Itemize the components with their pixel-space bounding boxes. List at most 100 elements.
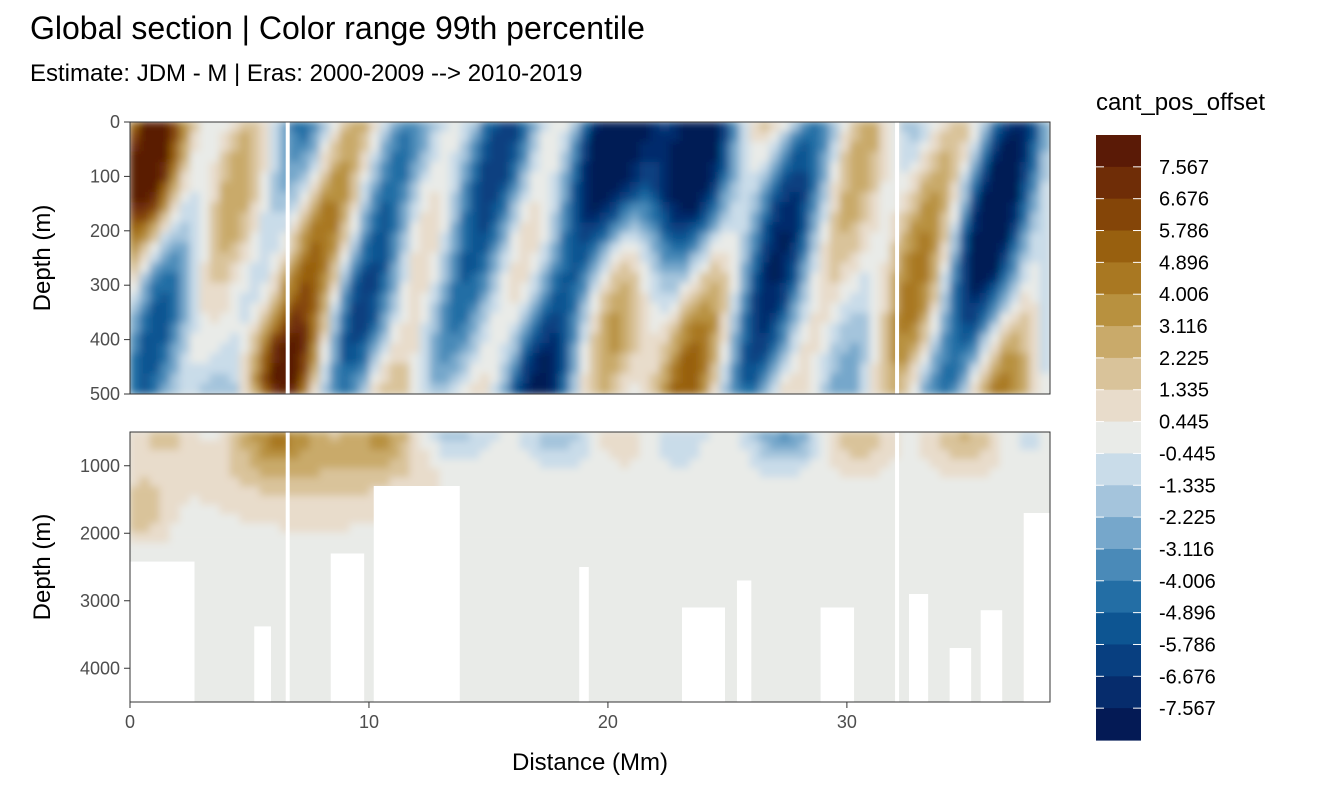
field-cell: [989, 131, 1001, 143]
field-cell: [489, 495, 501, 506]
field-cell: [879, 181, 891, 193]
field-cell: [699, 449, 711, 460]
field-cell: [419, 232, 431, 244]
field-cell: [199, 504, 211, 515]
field-cell: [139, 232, 151, 244]
field-cell: [429, 432, 441, 442]
field-cell: [289, 141, 301, 153]
field-cell: [929, 323, 941, 335]
field-cell: [569, 202, 581, 214]
field-cell: [209, 161, 221, 173]
field-cell: [209, 222, 221, 234]
field-cell: [929, 532, 941, 543]
field-cell: [829, 272, 841, 284]
field-cell: [489, 353, 501, 365]
field-cell: [469, 272, 481, 284]
field-cell: [1019, 440, 1031, 451]
field-cell: [369, 212, 381, 224]
field-cell: [499, 302, 511, 314]
field-cell: [499, 292, 511, 304]
field-cell: [339, 523, 351, 534]
field-cell: [909, 477, 921, 488]
field-cell: [1039, 141, 1050, 153]
field-cell: [479, 252, 491, 264]
field-cell: [259, 432, 271, 442]
field-cell: [849, 242, 861, 254]
field-cell: [539, 477, 551, 488]
field-cell: [859, 523, 871, 534]
field-cell: [329, 312, 341, 324]
field-cell: [649, 292, 661, 304]
field-cell: [409, 432, 421, 442]
field-cell: [779, 181, 791, 193]
field-cell: [909, 514, 921, 525]
field-cell: [199, 192, 211, 204]
legend-label: 7.567: [1159, 157, 1209, 179]
field-cell: [359, 523, 371, 534]
field-cell: [259, 282, 271, 294]
field-cell: [749, 343, 761, 355]
field-cell: [349, 373, 361, 385]
field-cell: [179, 171, 191, 183]
field-cell: [199, 486, 211, 497]
field-cell: [139, 495, 151, 506]
field-cell: [199, 532, 211, 543]
field-cell: [659, 171, 671, 183]
field-cell: [839, 232, 851, 244]
field-cell: [739, 242, 751, 254]
field-cell: [839, 486, 851, 497]
field-cell: [279, 440, 291, 451]
field-cell: [799, 212, 811, 224]
field-cell: [759, 459, 771, 470]
field-cell: [839, 323, 851, 335]
field-cell: [289, 440, 301, 451]
legend-swatch: [1096, 262, 1141, 295]
field-cell: [519, 477, 531, 488]
field-cell: [159, 486, 171, 497]
field-cell: [269, 141, 281, 153]
field-cell: [259, 252, 271, 264]
field-cell: [669, 477, 681, 488]
field-cell: [859, 440, 871, 451]
field-cell: [1009, 151, 1021, 163]
field-cell: [349, 232, 361, 244]
field-cell: [579, 292, 591, 304]
field-cell: [809, 353, 821, 365]
field-cell: [929, 222, 941, 234]
field-cell: [269, 292, 281, 304]
field-cell: [169, 373, 181, 385]
field-cell: [709, 242, 721, 254]
field-cell: [909, 312, 921, 324]
field-cell: [529, 323, 541, 335]
field-cell: [629, 459, 641, 470]
field-cell: [489, 272, 501, 284]
field-cell: [130, 161, 141, 173]
field-cell: [539, 495, 551, 506]
field-cell: [579, 122, 591, 133]
field-cell: [889, 262, 901, 274]
field-cell: [959, 363, 971, 375]
field-cell: [799, 312, 811, 324]
field-cell: [379, 272, 391, 284]
field-cell: [639, 202, 651, 214]
field-cell: [489, 302, 501, 314]
field-cell: [279, 323, 291, 335]
field-cell: [569, 495, 581, 506]
field-cell: [859, 131, 871, 143]
field-cell: [989, 302, 1001, 314]
field-cell: [1039, 432, 1050, 442]
field-cell: [849, 373, 861, 385]
field-cell: [549, 131, 561, 143]
field-cell: [919, 495, 931, 506]
field-cell: [479, 323, 491, 335]
legend-label: 2.225: [1159, 348, 1209, 370]
field-cell: [879, 212, 891, 224]
field-cell: [459, 302, 471, 314]
field-cell: [309, 171, 321, 183]
field-cell: [999, 151, 1011, 163]
field-cell: [629, 333, 641, 345]
field-cell: [859, 232, 871, 244]
field-cell: [169, 343, 181, 355]
field-cell: [759, 363, 771, 375]
field-cell: [549, 181, 561, 193]
